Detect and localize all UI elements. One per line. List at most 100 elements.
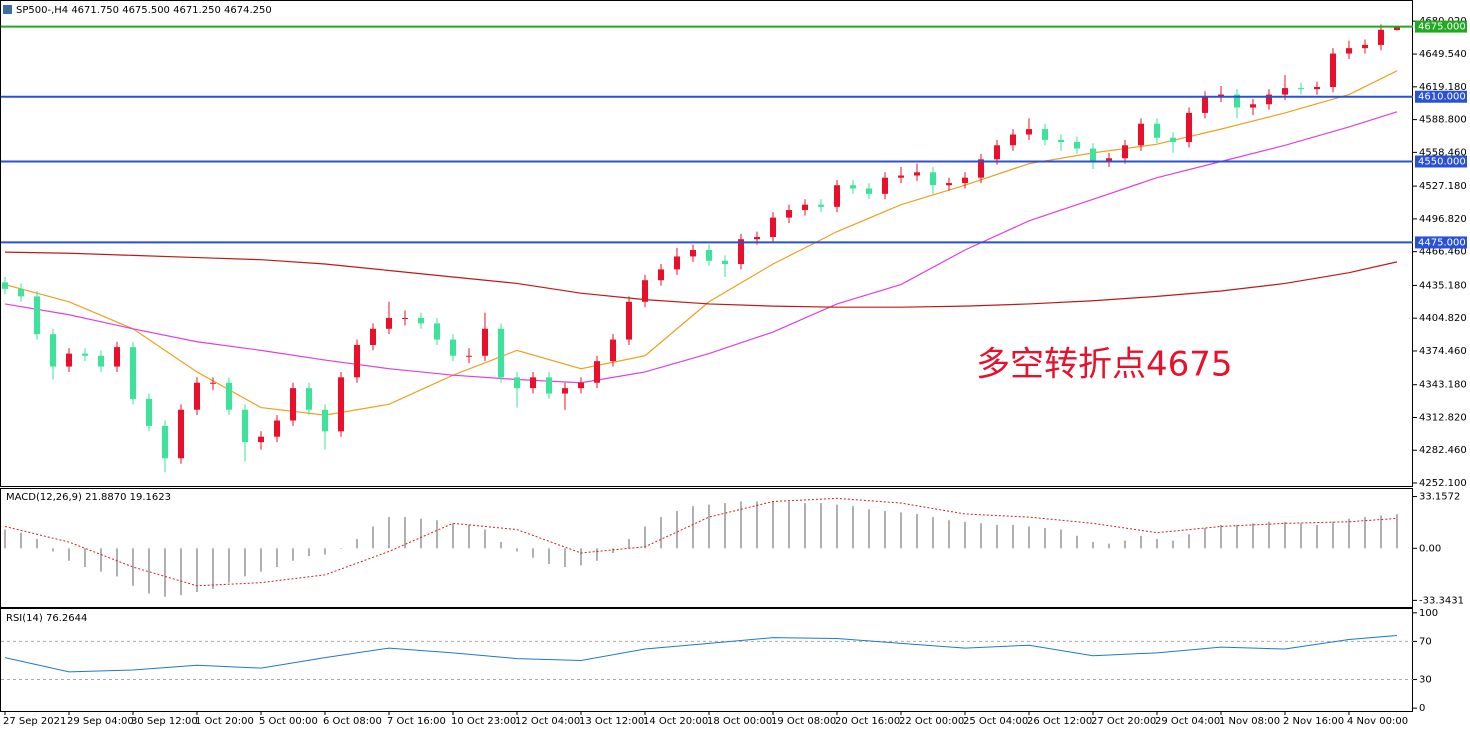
candle-body xyxy=(114,347,120,367)
macd-bar xyxy=(836,504,838,549)
y-tick-label: 4619.180 xyxy=(1419,82,1467,93)
candle-body xyxy=(178,409,184,459)
macd-bar xyxy=(420,518,422,549)
x-tick-label: 10 Oct 23:00 xyxy=(451,716,516,727)
candle-body xyxy=(802,204,808,211)
macd-bar xyxy=(1108,543,1110,549)
candle-body xyxy=(1074,142,1080,149)
macd-bar xyxy=(1348,518,1350,549)
candle-body xyxy=(578,382,584,389)
macd-bar xyxy=(1028,526,1030,549)
candle-body xyxy=(226,382,232,410)
rsi-pane xyxy=(0,608,1413,712)
macd-bar xyxy=(500,542,502,549)
macd-bar xyxy=(1300,523,1302,549)
candle-body xyxy=(946,183,952,186)
moving-average xyxy=(4,251,1398,308)
macd-bar xyxy=(228,548,230,583)
macd-bar xyxy=(788,501,790,549)
candle-body xyxy=(386,317,392,329)
macd-bar xyxy=(452,523,454,549)
macd-bar xyxy=(900,512,902,549)
macd-bar xyxy=(708,504,710,549)
macd-bar xyxy=(116,548,118,577)
macd-bar xyxy=(1092,542,1094,549)
price-title: SP500-,H4 4671.750 4675.500 4671.250 467… xyxy=(16,5,272,16)
candle-body xyxy=(530,377,536,389)
x-tick-label: 4 Nov 00:00 xyxy=(1347,716,1408,727)
y-tick-label: 0 xyxy=(1419,703,1425,714)
macd-bar xyxy=(1140,535,1142,549)
macd-bar xyxy=(356,538,358,549)
macd-bar xyxy=(4,529,6,549)
y-tick-label: 4404.820 xyxy=(1419,313,1467,324)
candle-body xyxy=(850,185,856,189)
candle-body xyxy=(194,382,200,410)
y-tick-label: 4558.460 xyxy=(1419,147,1467,158)
candle-body xyxy=(50,334,56,367)
macd-bar xyxy=(1332,521,1334,549)
macd-bar xyxy=(468,524,470,549)
macd-bar xyxy=(1172,540,1174,549)
rsi-title: RSI(14) 76.2644 xyxy=(6,613,87,624)
candle-body xyxy=(1026,129,1032,135)
macd-bar xyxy=(212,548,214,589)
y-tick-label: 0.00 xyxy=(1419,543,1441,554)
macd-bar xyxy=(548,548,550,564)
macd-bar xyxy=(372,526,374,549)
macd-bar xyxy=(340,548,342,549)
macd-bar xyxy=(772,501,774,549)
moving-average xyxy=(4,111,1398,384)
candle-body xyxy=(1362,44,1368,49)
candle-body xyxy=(130,347,136,399)
macd-bar xyxy=(20,532,22,549)
candle-body xyxy=(498,328,504,378)
price-level-tag xyxy=(1415,155,1467,168)
x-tick-label: 29 Sep 04:00 xyxy=(67,716,134,727)
candle-body xyxy=(434,323,440,340)
macd-bar xyxy=(36,538,38,549)
macd-bar xyxy=(276,548,278,568)
macd-bar xyxy=(644,526,646,549)
macd-bar xyxy=(1252,523,1254,549)
candle-body xyxy=(1314,87,1320,90)
price-level-tag xyxy=(1415,20,1467,33)
x-tick-label: 27 Oct 20:00 xyxy=(1091,716,1156,727)
macd-bar xyxy=(676,510,678,549)
macd-bar xyxy=(1012,524,1014,549)
candle-body xyxy=(274,420,280,437)
candle-body xyxy=(354,344,360,378)
x-tick-label: 26 Oct 12:00 xyxy=(1027,716,1092,727)
macd-bar xyxy=(532,548,534,558)
candle-body xyxy=(1186,112,1192,143)
candle-body xyxy=(514,377,520,389)
macd-bar xyxy=(580,548,582,566)
macd-bar xyxy=(1188,534,1190,549)
x-tick-label: 7 Oct 16:00 xyxy=(387,716,446,727)
candle-body xyxy=(898,175,904,178)
macd-signal xyxy=(4,497,1398,587)
macd-bar xyxy=(1060,529,1062,549)
macd-bar xyxy=(1396,514,1398,549)
candle-body xyxy=(162,425,168,459)
macd-bar xyxy=(756,501,758,549)
candle-body xyxy=(818,204,824,207)
candle-body xyxy=(754,237,760,240)
macd-bar xyxy=(1204,528,1206,549)
macd-bar xyxy=(52,548,54,552)
macd-bar xyxy=(404,517,406,549)
candle-body xyxy=(930,172,936,186)
macd-bar xyxy=(804,503,806,549)
y-tick-label: 4466.460 xyxy=(1419,247,1467,258)
symbol-icon xyxy=(3,5,12,14)
macd-bar xyxy=(948,520,950,549)
candle-body xyxy=(546,377,552,394)
x-tick-label: 22 Oct 00:00 xyxy=(899,716,964,727)
candle-body xyxy=(562,388,568,394)
x-tick-label: 13 Oct 12:00 xyxy=(579,716,644,727)
candle-body xyxy=(706,249,712,261)
candle-body xyxy=(658,269,664,281)
y-tick-label: 4435.180 xyxy=(1419,280,1467,291)
macd-bar xyxy=(1156,538,1158,549)
price-level-label: 4675.000 xyxy=(1418,22,1466,33)
